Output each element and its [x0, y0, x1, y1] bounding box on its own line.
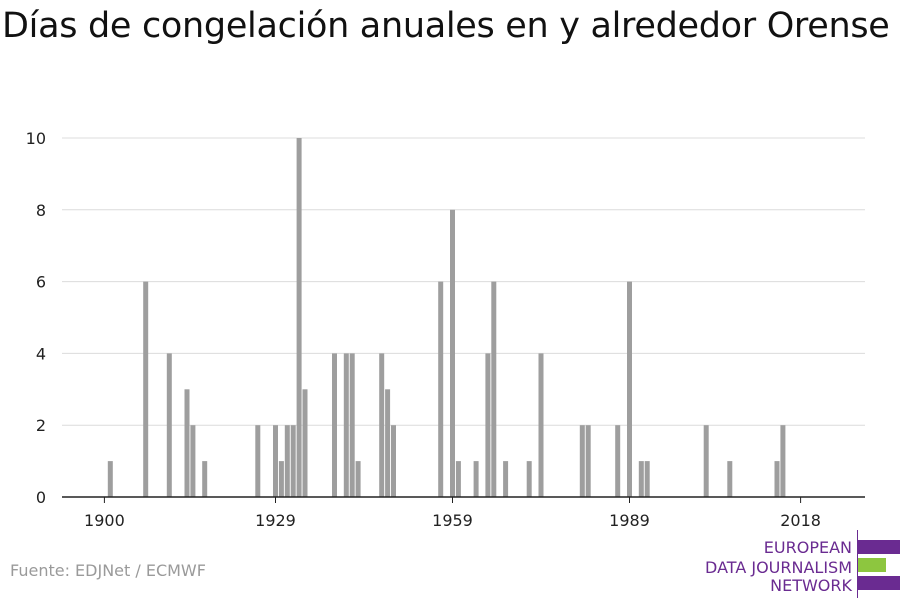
- y-tick-label: 0: [36, 488, 46, 507]
- bar-1968: [503, 461, 509, 497]
- bar-1942: [349, 353, 355, 497]
- x-tick-label: 2018: [780, 511, 821, 530]
- bar-1982: [585, 425, 591, 497]
- bar-1957: [438, 281, 444, 497]
- bar-1917: [202, 461, 208, 497]
- bar-2002: [703, 425, 709, 497]
- bar-1941: [343, 353, 349, 497]
- bar-1943: [355, 461, 361, 497]
- bar-1915: [190, 425, 196, 497]
- bar-1939: [332, 353, 337, 497]
- bar-1930: [278, 461, 284, 497]
- x-axis-ticks: 1900 1929 1959 1989 2018: [84, 497, 821, 530]
- edjnet-logo: EUROPEAN DATA JOURNALISM NETWORK: [705, 530, 900, 598]
- bar-2006: [727, 461, 733, 497]
- y-axis-ticks: 0 2 4 6 8 10: [26, 129, 46, 507]
- bar-1991: [638, 461, 644, 497]
- bar-1965: [485, 353, 491, 497]
- bar-1948: [385, 389, 391, 497]
- bar-1972: [526, 461, 532, 497]
- bar-1933: [296, 138, 302, 497]
- bar-1947: [379, 353, 385, 497]
- bar-2014: [774, 461, 780, 497]
- logo-bar-bottom: [858, 576, 900, 590]
- bar-1934: [302, 389, 308, 497]
- bar-1907: [143, 281, 149, 497]
- x-tick-label: 1959: [432, 511, 473, 530]
- logo-text-line-3: NETWORK: [770, 576, 852, 595]
- y-tick-label: 4: [36, 344, 46, 363]
- source-label: Fuente: EDJNet / ECMWF: [10, 561, 206, 580]
- bar-1959: [450, 209, 455, 498]
- bar-1987: [615, 425, 621, 497]
- logo-bar-middle: [858, 558, 886, 572]
- bar-1949: [391, 425, 396, 497]
- bar-1931: [284, 425, 290, 497]
- bar-1901: [107, 461, 113, 497]
- bar-1926: [255, 425, 261, 497]
- y-tick-label: 8: [36, 201, 46, 220]
- bar-1981: [579, 425, 585, 497]
- bar-1966: [491, 281, 497, 497]
- bar-1914: [184, 389, 190, 497]
- bar-1929: [273, 425, 278, 497]
- bar-1960: [455, 461, 461, 497]
- x-tick-label: 1929: [255, 511, 296, 530]
- bar-1974: [538, 353, 544, 497]
- chart-title: Días de congelación anuales en y alreded…: [2, 6, 890, 46]
- y-tick-label: 10: [26, 129, 46, 148]
- x-tick-label: 1989: [609, 511, 650, 530]
- logo-text-line-2: DATA JOURNALISM: [705, 558, 852, 577]
- bar-1911: [166, 353, 172, 497]
- bar-2015: [780, 425, 786, 497]
- bar-1992: [644, 461, 650, 497]
- x-tick-label: 1900: [84, 511, 125, 530]
- logo-text-line-1: EUROPEAN: [763, 538, 852, 557]
- grid-lines: [62, 137, 865, 426]
- bar-1963: [473, 461, 479, 497]
- logo-divider: [857, 530, 858, 598]
- y-tick-label: 2: [36, 416, 46, 435]
- bars: [107, 138, 786, 498]
- bar-1989: [627, 281, 632, 497]
- logo-bar-top: [858, 540, 900, 554]
- bar-1932: [290, 425, 296, 497]
- y-tick-label: 6: [36, 273, 46, 292]
